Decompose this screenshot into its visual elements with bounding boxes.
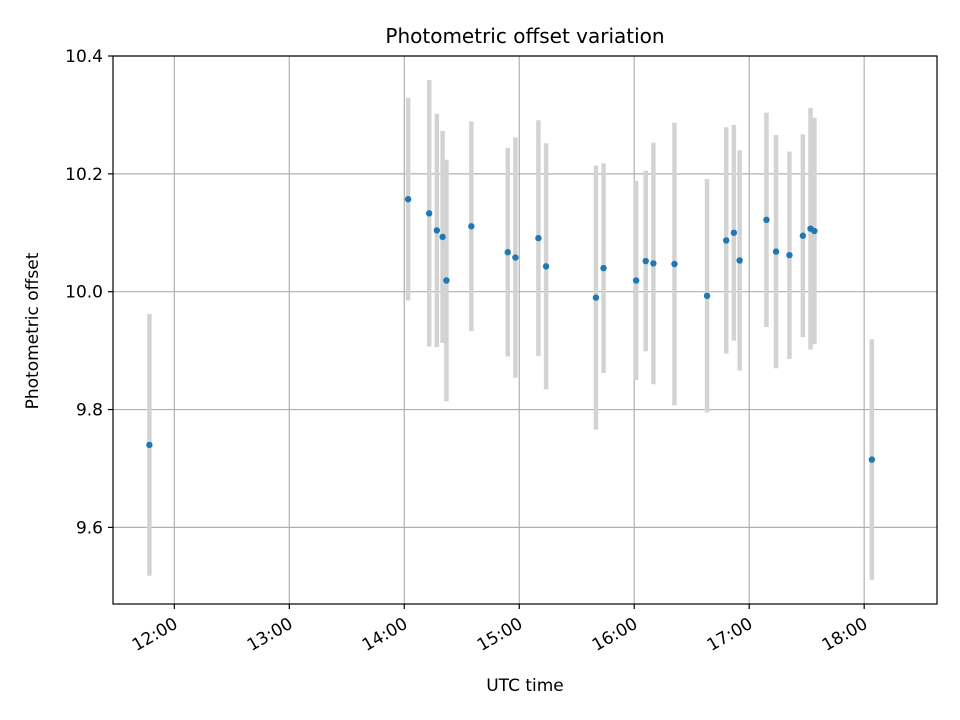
data-point bbox=[404, 195, 412, 203]
y-axis-label: Photometric offset bbox=[23, 252, 43, 409]
data-point bbox=[504, 249, 511, 256]
data-point bbox=[736, 257, 743, 264]
data-point bbox=[146, 441, 153, 449]
data-point bbox=[433, 227, 441, 234]
data-point bbox=[632, 277, 640, 284]
data-point bbox=[703, 292, 711, 300]
data-point bbox=[512, 254, 519, 261]
data-point bbox=[542, 263, 550, 270]
plot-frame bbox=[112, 55, 938, 605]
data-point bbox=[650, 260, 657, 267]
y-tick-label: 10.0 bbox=[65, 283, 103, 303]
data-point bbox=[772, 248, 780, 255]
data-point bbox=[799, 232, 807, 239]
data-point bbox=[811, 227, 818, 235]
y-tick-label: 9.8 bbox=[76, 401, 103, 421]
data-point bbox=[443, 277, 450, 284]
chart-title: Photometric offset variation bbox=[385, 24, 664, 48]
data-point bbox=[439, 233, 446, 241]
data-point bbox=[425, 210, 433, 217]
y-tick-label: 9.6 bbox=[76, 518, 103, 538]
data-point bbox=[468, 223, 475, 230]
data-point bbox=[535, 234, 542, 242]
y-tick-label: 10.2 bbox=[65, 165, 103, 185]
data-point bbox=[763, 216, 770, 224]
data-point bbox=[730, 229, 738, 236]
data-point bbox=[786, 251, 793, 259]
data-point bbox=[868, 456, 876, 463]
data-point bbox=[600, 264, 607, 272]
data-point bbox=[671, 260, 678, 268]
y-tick-label: 10.4 bbox=[65, 47, 103, 67]
data-point bbox=[723, 237, 730, 244]
data-point bbox=[642, 257, 649, 265]
point-layer bbox=[146, 195, 876, 463]
data-point bbox=[592, 294, 600, 301]
x-axis-label: UTC time bbox=[486, 676, 564, 696]
